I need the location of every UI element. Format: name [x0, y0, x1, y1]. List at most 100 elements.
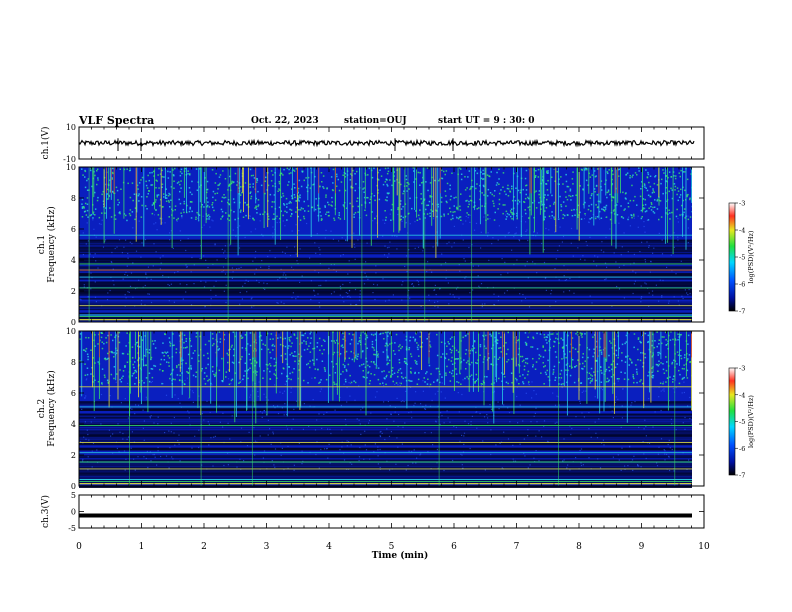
- spec-speckle: [524, 265, 526, 267]
- spec-speckle: [207, 421, 209, 423]
- spec-speckle-high: [426, 167, 429, 169]
- spec-speckle-high: [620, 371, 622, 373]
- spec-speckle-high: [686, 194, 688, 196]
- spec-speckle-high: [245, 214, 247, 217]
- spec-speckle-high: [279, 189, 281, 191]
- spec-speckle-high: [680, 333, 682, 336]
- spec-speckle-high: [665, 339, 667, 341]
- spec-speckle: [408, 412, 410, 414]
- spec-speckle-high: [483, 345, 486, 347]
- spec-speckle-high: [681, 378, 684, 380]
- spec-speckle: [507, 232, 509, 234]
- spec-speckle-high: [677, 333, 679, 335]
- spec-speckle-high: [414, 372, 416, 375]
- spec-speckle: [632, 469, 634, 471]
- spec-speckle: [514, 233, 516, 235]
- spec-speckle-high: [639, 359, 642, 362]
- spec-speckle-high: [382, 183, 385, 186]
- spec-speckle-high: [264, 192, 266, 195]
- spec-speckle-high: [159, 204, 161, 207]
- spec-speckle-high: [277, 190, 279, 192]
- spec-speckle-high: [464, 189, 467, 191]
- spec-band: [79, 270, 692, 272]
- spec-speckle-high: [290, 336, 292, 338]
- spec-speckle-high: [440, 177, 443, 179]
- spec-speckle-high: [526, 362, 529, 365]
- spec-speckle-high: [349, 173, 352, 175]
- spec-speckle: [415, 462, 417, 464]
- spec-speckle-high: [420, 198, 422, 200]
- spec-speckle-high: [661, 342, 663, 345]
- spec-speckle: [384, 438, 386, 441]
- spec-speckle: [369, 458, 371, 460]
- spec-speckle-high: [579, 185, 581, 187]
- spec-band: [79, 241, 692, 245]
- spec-speckle-high: [107, 188, 109, 191]
- spec-speckle: [431, 271, 433, 273]
- spec-speckle: [581, 412, 583, 414]
- spec-speckle-high: [90, 349, 92, 351]
- spec-speckle: [452, 294, 454, 296]
- spec-speckle-high: [367, 364, 369, 367]
- spec-speckle-high: [274, 374, 277, 376]
- spec-speckle: [561, 241, 563, 243]
- spec-speckle: [677, 236, 679, 238]
- spec-band: [79, 267, 692, 271]
- spec-speckle: [137, 404, 140, 406]
- spec-band: [79, 430, 692, 433]
- station-label: station=OUJ: [344, 116, 407, 126]
- spec-speckle-high: [148, 380, 151, 383]
- spec-speckle-high: [546, 336, 549, 338]
- spec-speckle: [360, 409, 362, 411]
- spec-speckle: [640, 466, 642, 468]
- spec-speckle: [117, 423, 119, 425]
- spec-speckle: [222, 266, 225, 268]
- spec-speckle: [402, 400, 404, 402]
- spec-speckle: [613, 252, 615, 254]
- spec-speckle-high: [377, 179, 380, 181]
- spec-speckle-high: [547, 170, 549, 172]
- spec-speckle-high: [103, 342, 105, 345]
- spec-speckle-high: [296, 337, 298, 339]
- spec-speckle-high: [267, 184, 270, 187]
- spec-speckle-high: [151, 368, 154, 370]
- spec-speckle-high: [433, 381, 435, 383]
- spec-speckle: [481, 306, 483, 308]
- spec-speckle-high: [445, 200, 448, 203]
- spec-speckle-high: [185, 340, 187, 342]
- spec-speckle-high: [427, 378, 429, 380]
- spec-speckle-high: [595, 379, 597, 382]
- spec-speckle: [535, 407, 537, 409]
- spec-speckle-high: [199, 335, 201, 338]
- spec-speckle-high: [659, 382, 662, 384]
- spec-speckle-high: [448, 358, 450, 361]
- spec-speckle: [291, 230, 293, 232]
- spec-speckle: [213, 436, 215, 438]
- spec-speckle-high: [90, 214, 92, 216]
- spec-speckle-high: [163, 196, 165, 198]
- spec-speckle: [348, 441, 350, 443]
- spec-speckle-high: [466, 376, 468, 378]
- spec-speckle-high: [687, 358, 689, 360]
- spec-speckle-high: [326, 187, 328, 189]
- spec-speckle-high: [534, 368, 537, 370]
- spec-speckle: [658, 396, 660, 398]
- spec-speckle-high: [675, 339, 677, 341]
- spec-speckle-high: [118, 331, 121, 334]
- spec-speckle-high: [118, 212, 120, 214]
- spec-speckle-high: [423, 377, 425, 379]
- spec-speckle-high: [114, 336, 116, 338]
- spec-speckle: [191, 390, 194, 392]
- spec-speckle: [293, 469, 295, 471]
- spec-speckle-high: [152, 343, 155, 345]
- spec-band: [79, 294, 692, 296]
- spec-speckle: [375, 272, 377, 274]
- spec-speckle-high: [561, 358, 563, 360]
- spec-speckle-high: [206, 352, 209, 355]
- spec-speckle: [527, 277, 529, 279]
- spec-speckle: [294, 246, 296, 248]
- spec-speckle-high: [474, 381, 476, 383]
- spec-speckle-high: [543, 336, 546, 339]
- spec-speckle-high: [188, 187, 191, 189]
- spec-speckle-high: [645, 169, 647, 171]
